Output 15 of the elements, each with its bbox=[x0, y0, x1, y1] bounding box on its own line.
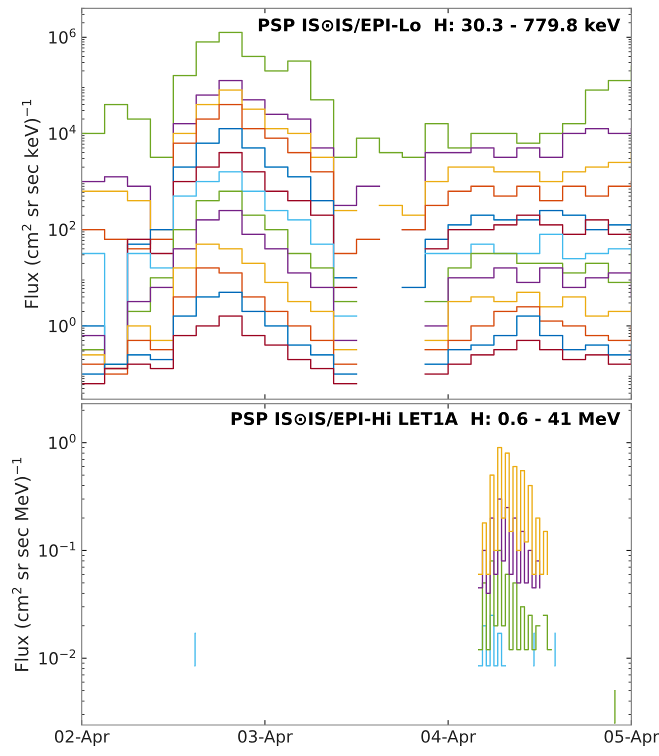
y-axis-title: Flux (cm$^{2}$ sr sec MeV)$^{−1}$ bbox=[12, 458, 31, 671]
y-tick-label: 10$^{0}$ bbox=[49, 317, 76, 332]
y-tick-label: 10$^{−2}$ bbox=[40, 649, 76, 665]
y-tick-label: 10$^{4}$ bbox=[49, 124, 76, 140]
x-tick-label: 05-Apr bbox=[604, 730, 659, 746]
x-tick-label: 03-Apr bbox=[238, 730, 293, 746]
y-axis-title: Flux (cm$^{2}$ sr sec keV)$^{−1}$ bbox=[22, 100, 40, 308]
chart-title: PSP IS⊙IS/EPI-Hi LET1A H: 0.6 - 41 MeV bbox=[232, 412, 620, 427]
x-tick-label: 02-Apr bbox=[54, 730, 110, 746]
y-tick-label: 10$^{0}$ bbox=[49, 434, 76, 450]
y-tick-label: 10$^{2}$ bbox=[49, 220, 76, 236]
y-tick-label: 10$^{−1}$ bbox=[40, 542, 76, 557]
y-tick-label: 10$^{6}$ bbox=[49, 28, 76, 44]
x-tick-label: 04-Apr bbox=[421, 730, 476, 746]
chart-title: PSP IS⊙IS/EPI-Lo H: 30.3 - 779.8 keV bbox=[258, 18, 620, 33]
